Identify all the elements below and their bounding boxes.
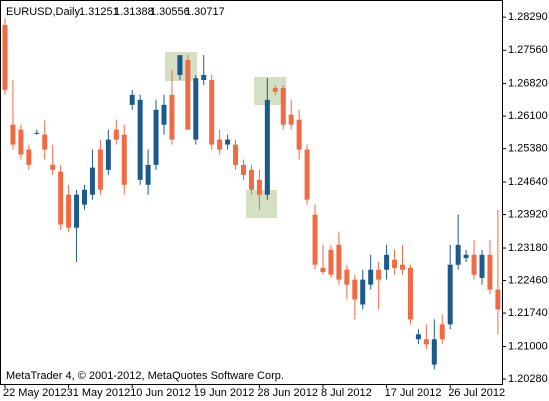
candle-body (82, 189, 87, 205)
candle-body (217, 139, 223, 150)
candle-body (66, 194, 72, 228)
y-tick-label: 1.28290 (508, 11, 548, 23)
y-tick-label: 1.23920 (508, 208, 548, 220)
candle-body (495, 289, 501, 310)
quote-low: 1.30556 (150, 6, 190, 18)
candle-body (439, 324, 445, 340)
candle-body (336, 244, 342, 280)
candle-body (2, 24, 8, 90)
candle-body (209, 79, 215, 145)
x-tick-label: 22 May 2012 (3, 387, 67, 399)
x-tick-label: 17 Jul 2012 (385, 387, 442, 399)
candle-body (241, 164, 246, 175)
candle-body (137, 99, 143, 180)
candle-body (129, 94, 135, 105)
candle-body (233, 144, 239, 165)
y-tick-label: 1.21000 (508, 340, 548, 352)
y-tick-label: 1.25380 (508, 143, 548, 155)
candle-body (34, 132, 40, 134)
candle-body (113, 129, 119, 140)
candle-body (161, 104, 167, 125)
candle-body (415, 334, 421, 340)
candle-body (447, 264, 453, 325)
candle-body (392, 259, 398, 268)
candle-body (18, 129, 24, 155)
candle-body (50, 164, 56, 170)
candle-body (431, 339, 437, 365)
candle-body (193, 78, 199, 140)
candle-body (407, 267, 413, 320)
candle-body (121, 134, 127, 185)
y-tick-label: 1.22460 (508, 274, 548, 286)
candle-body (42, 134, 48, 150)
candle-body (471, 254, 477, 275)
candle-body (384, 254, 390, 270)
candle-body (74, 194, 80, 228)
candle-body (185, 60, 191, 130)
y-tick-label: 1.24640 (508, 176, 548, 188)
x-tick-label: 19 Jun 2012 (194, 387, 255, 399)
candle-body (479, 254, 485, 278)
y-tick-label: 1.26100 (508, 110, 548, 122)
candle-body (10, 124, 16, 145)
candle-body (463, 254, 469, 258)
candle-body (256, 179, 262, 195)
y-tick-label: 1.23180 (508, 242, 548, 254)
candle-body (328, 249, 334, 275)
candle-body (264, 99, 270, 195)
x-tick-label: 31 May 2012 (67, 387, 131, 399)
candle-body (97, 149, 103, 190)
candle-body (201, 74, 207, 80)
x-tick-label: 28 Jun 2012 (257, 387, 318, 399)
candle-body (312, 214, 318, 265)
candle-body (225, 139, 231, 145)
candle-body (376, 269, 382, 280)
candle-body (89, 167, 95, 195)
y-tick-label: 1.21740 (508, 307, 548, 319)
candle-body (352, 279, 358, 300)
candle-body (368, 269, 374, 285)
y-tick-label: 1.26820 (508, 77, 548, 89)
symbol: EURUSD,Daily (6, 6, 80, 18)
candles (2, 18, 501, 370)
candle-body (360, 279, 366, 305)
y-tick-label: 1.20280 (508, 373, 548, 385)
candle-body (296, 119, 302, 150)
candle-body (145, 164, 151, 185)
copyright: MetaTrader 4, © 2001-2012, MetaQuotes So… (6, 370, 284, 382)
candle-body (177, 55, 183, 75)
candle-body (423, 339, 429, 345)
candle-body (320, 267, 326, 272)
x-tick-label: 8 Jul 2012 (321, 387, 372, 399)
quote-open: 1.31251 (79, 6, 119, 18)
candle-body (105, 139, 111, 170)
candle-body (58, 171, 64, 225)
quote-close: 1.30717 (185, 6, 225, 18)
candle-body (288, 114, 294, 125)
y-tick-label: 1.27560 (508, 44, 548, 56)
candle-body (153, 109, 159, 165)
candle-body (344, 269, 350, 285)
candle-body (455, 244, 461, 265)
candle-body (26, 149, 32, 165)
candle-body (400, 264, 405, 270)
candle-body (248, 169, 254, 190)
candle-body (169, 94, 175, 140)
candle-body (272, 88, 278, 92)
candle-body (487, 254, 493, 290)
quote-high: 1.31388 (114, 6, 154, 18)
highlight-box (254, 77, 286, 105)
x-tick-label: 26 Jul 2012 (448, 387, 505, 399)
candle-body (280, 88, 286, 125)
candle-body (304, 149, 310, 200)
x-tick-label: 10 Jun 2012 (130, 387, 191, 399)
